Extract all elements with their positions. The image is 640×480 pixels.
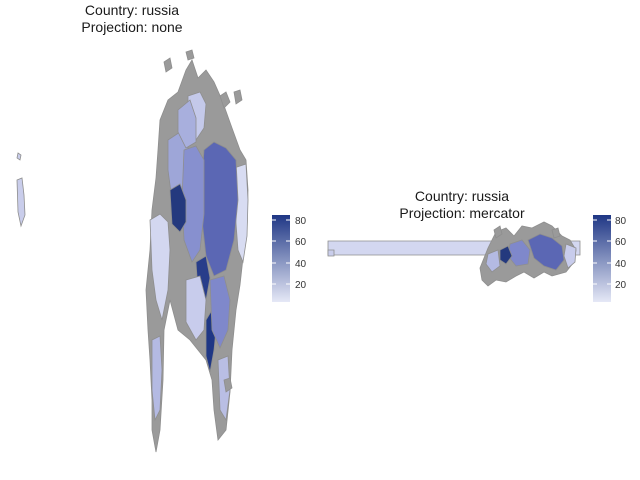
right-legend-label-20: 20	[615, 280, 627, 291]
region-island-2	[185, 49, 195, 61]
right-title-projection: Projection: mercator	[399, 205, 525, 221]
region-lower-light	[185, 275, 207, 341]
region-lower-medium	[209, 275, 231, 349]
region-mercator-east-main	[527, 233, 565, 271]
left-legend-label-40: 40	[295, 259, 307, 270]
map-unprojected	[16, 49, 249, 453]
region-west-fragment	[16, 177, 26, 228]
left-panel-title: Country: russia Projection: none	[42, 2, 222, 36]
right-legend-ticks	[593, 219, 611, 285]
left-legend-ticks	[272, 219, 290, 285]
region-island-1	[163, 57, 173, 73]
right-legend-label-40: 40	[615, 259, 627, 270]
right-legend-label-80: 80	[615, 216, 627, 227]
left-title-projection: Projection: none	[81, 19, 183, 35]
left-legend: 20 40 60 80	[272, 215, 307, 302]
region-north-central	[177, 99, 197, 149]
right-panel-title: Country: russia Projection: mercator	[372, 188, 552, 222]
right-legend-colorbar	[593, 215, 611, 302]
left-legend-label-80: 80	[295, 216, 307, 227]
region-island-5	[223, 377, 233, 393]
left-legend-label-60: 60	[295, 237, 307, 248]
region-mercator-light	[563, 243, 577, 269]
region-mercator-west	[485, 249, 501, 273]
left-legend-label-20: 20	[295, 280, 307, 291]
right-legend-label-60: 60	[615, 237, 627, 248]
map-mercator	[327, 221, 581, 287]
region-east-tail	[217, 355, 231, 422]
right-title-country: Country: russia	[414, 188, 510, 204]
region-island-3	[219, 91, 231, 109]
left-legend-colorbar	[272, 215, 290, 302]
region-mercator-dark	[499, 245, 513, 265]
region-mercator-fragment-1	[493, 225, 503, 239]
left-title-country: Country: russia	[84, 2, 180, 18]
region-mercator-fragment-2	[551, 227, 561, 239]
region-dark-west	[169, 183, 187, 233]
right-legend: 20 40 60 80	[593, 215, 627, 302]
region-south-tail	[151, 335, 163, 422]
region-west-dot	[16, 152, 22, 161]
region-mercator-band-fragment	[327, 249, 335, 257]
region-island-4	[233, 89, 243, 105]
region-light-west	[149, 213, 171, 321]
